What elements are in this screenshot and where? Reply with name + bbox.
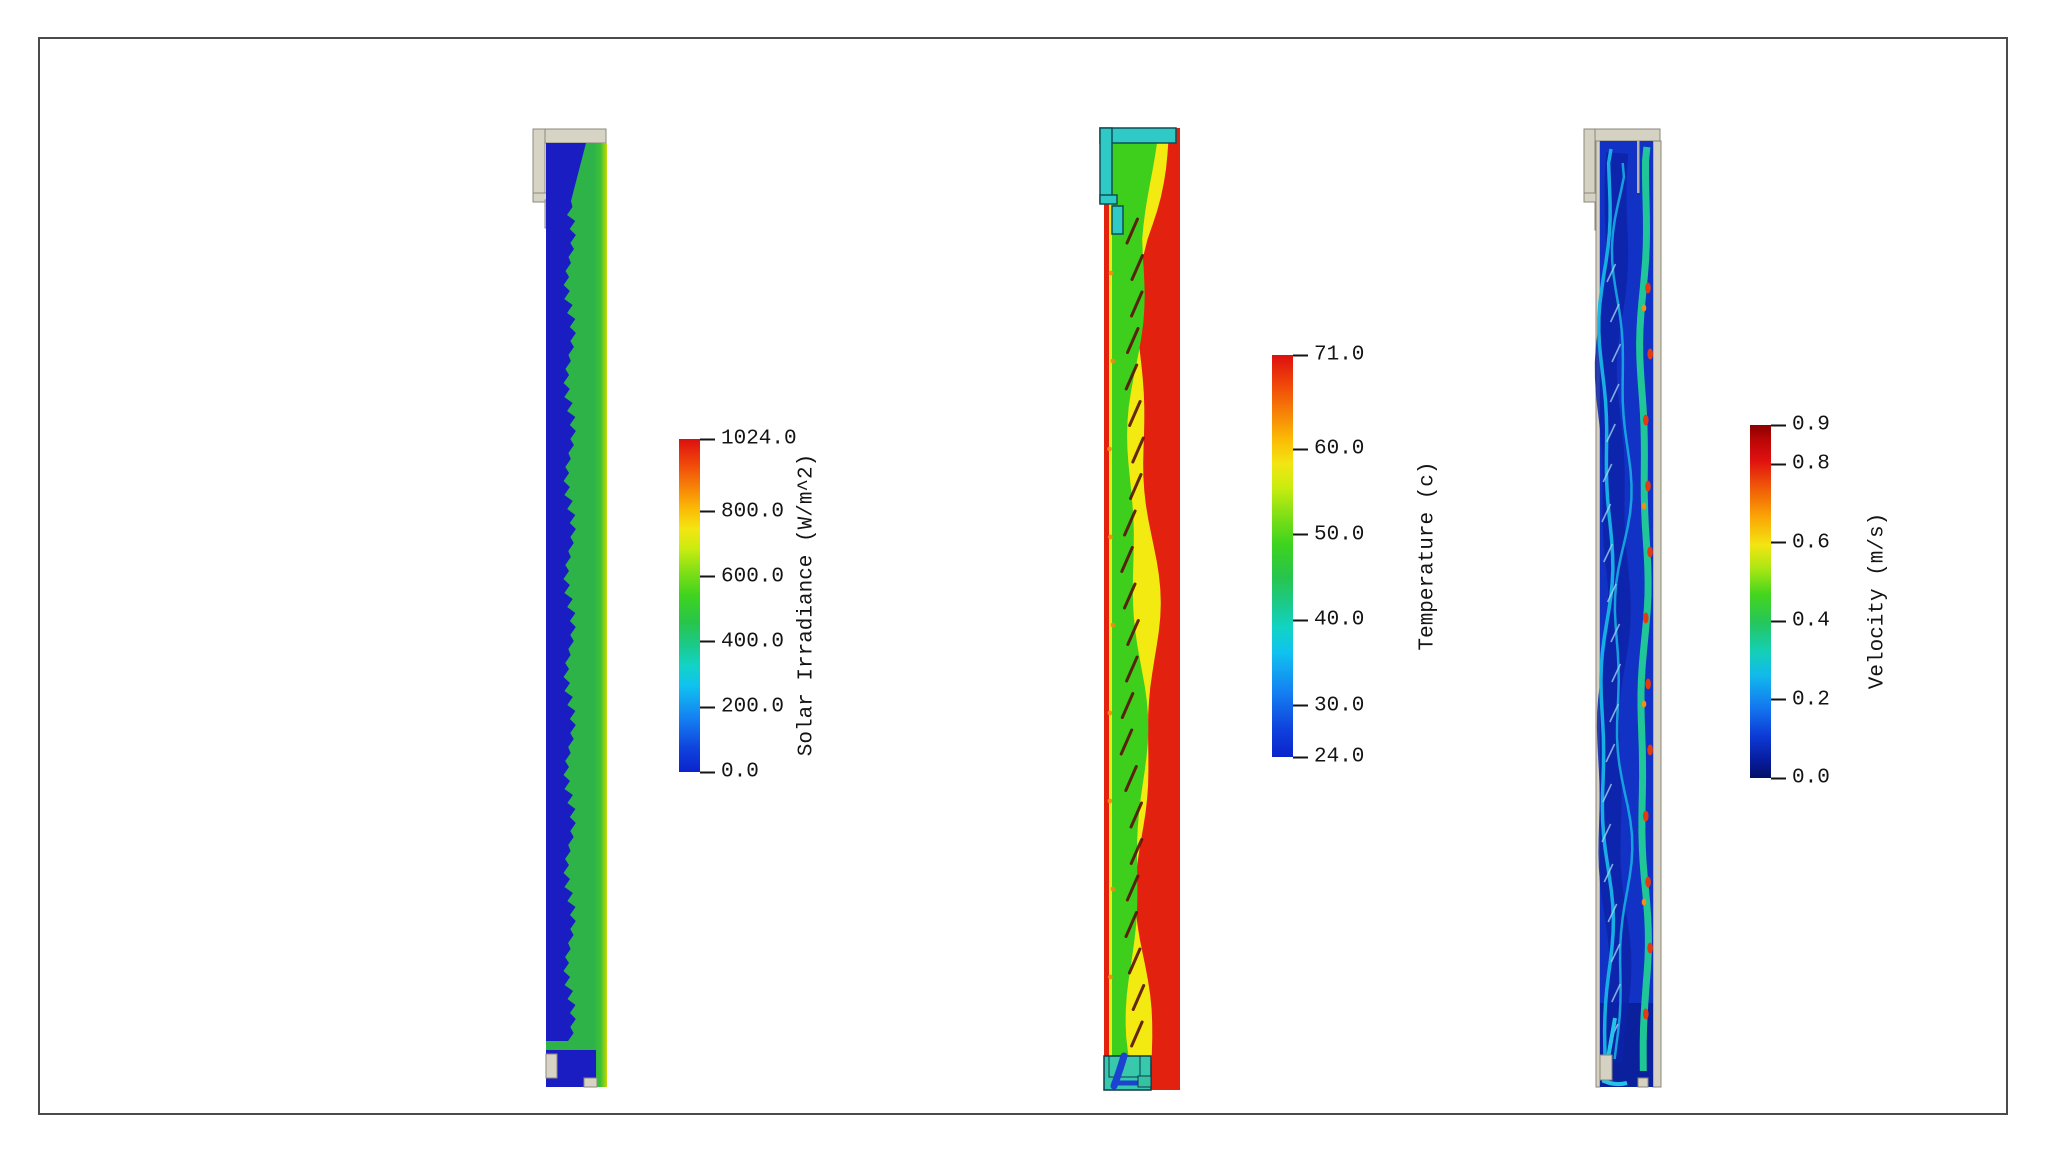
- core-flow-band: [1112, 141, 1158, 1066]
- tick-mark: [1293, 448, 1308, 451]
- fin-outline-chain: [1601, 263, 1622, 1043]
- colorbar-tick: 30.0: [1293, 694, 1364, 717]
- tick-mark: [1293, 756, 1308, 758]
- tick-mark: [700, 706, 715, 708]
- tick-label: 200.0: [721, 695, 785, 719]
- tick-mark: [1771, 698, 1786, 701]
- high-velocity-spots: [1641, 282, 1653, 1020]
- tick-label: 0.2: [1792, 688, 1830, 712]
- colorbar-tick: 0.6: [1771, 531, 1830, 554]
- inner-partition: [1637, 141, 1640, 193]
- tick-label: 0.9: [1792, 413, 1830, 437]
- colorbar-tick: 200.0: [700, 696, 784, 719]
- tick-label: 800.0: [721, 500, 785, 524]
- colorbar-tick: 0.0: [1771, 767, 1830, 790]
- temperature-panel: [1099, 127, 1180, 1091]
- colorbar-tick: 71.0: [1293, 344, 1364, 367]
- colorbar-tick: 50.0: [1293, 523, 1364, 546]
- colorbar-tick: 60.0: [1293, 438, 1364, 461]
- slow-core-streak: [1594, 152, 1632, 1064]
- cyan-stream: [1597, 148, 1616, 1074]
- tick-mark: [1771, 541, 1786, 544]
- colorbar-tick: 400.0: [700, 630, 784, 653]
- tick-mark: [1293, 619, 1308, 622]
- tick-label: 0.6: [1792, 531, 1830, 555]
- outlet-structure: [545, 1053, 598, 1088]
- velocity-colorbar: Velocity (m/s) 0.9 0.8 0.6 0.4 0.2 0.0: [1750, 414, 1980, 790]
- colorbar-title: Temperature (c): [1416, 461, 1440, 651]
- tick-label: 600.0: [721, 565, 785, 589]
- colorbar-gradient: [679, 439, 700, 772]
- temperature-field: [1104, 128, 1180, 1090]
- duct-walls: [1583, 128, 1662, 1088]
- colorbar-tick: 600.0: [700, 565, 784, 588]
- tick-label: 400.0: [721, 630, 785, 654]
- inlet-duct: [1099, 127, 1177, 235]
- outlet-box: [1103, 1052, 1152, 1091]
- tick-label: 24.0: [1314, 745, 1365, 769]
- tick-label: 0.8: [1792, 452, 1830, 476]
- tick-mark: [1771, 777, 1786, 779]
- outlet-jet-streak: [1601, 1017, 1628, 1087]
- tick-label: 30.0: [1314, 694, 1365, 718]
- colorbar-tick: 40.0: [1293, 609, 1364, 632]
- solar-irradiance-panel: [532, 128, 607, 1088]
- colorbar-gradient: [1272, 355, 1293, 757]
- tick-label: 40.0: [1314, 608, 1365, 632]
- tick-label: 71.0: [1314, 343, 1365, 367]
- tick-mark: [1771, 620, 1786, 623]
- colorbar-tick: 0.9: [1771, 414, 1830, 437]
- colorbar-tick: 0.2: [1771, 688, 1830, 711]
- colorbar-tick: 0.8: [1771, 453, 1830, 476]
- tick-label: 0.4: [1792, 609, 1830, 633]
- tick-mark: [700, 640, 715, 643]
- tick-mark: [1293, 704, 1308, 707]
- hot-speckles: [1107, 270, 1116, 980]
- teal-wall-stream: [1636, 146, 1652, 1072]
- velocity-field: [1594, 141, 1653, 1087]
- colorbar-title: Velocity (m/s): [1866, 512, 1890, 690]
- colorbar-gradient: [1750, 425, 1771, 778]
- velocity-panel: [1583, 128, 1662, 1088]
- figure-frame: [38, 37, 2008, 1115]
- tick-mark: [700, 438, 715, 440]
- shaded-cavity-region: [546, 143, 586, 1041]
- channel-contour: [546, 143, 607, 1087]
- tick-mark: [700, 771, 715, 773]
- tick-mark: [700, 575, 715, 578]
- tick-mark: [700, 510, 715, 513]
- absorber-fins: [1119, 217, 1146, 1048]
- solar-irradiance-colorbar: Solar Irradiance (W/m^2) 1024.0 800.0 600.…: [679, 428, 909, 784]
- outlet-blocks: [1599, 1054, 1649, 1088]
- tick-mark: [1771, 463, 1786, 466]
- colorbar-tick: 0.4: [1771, 610, 1830, 633]
- tick-mark: [1293, 533, 1308, 536]
- tick-mark: [1771, 424, 1786, 426]
- tick-label: 60.0: [1314, 437, 1365, 461]
- tick-label: 1024.0: [721, 427, 797, 451]
- cyan-stream: [1610, 162, 1634, 1060]
- colorbar-title: Solar Irradiance (W/m^2): [795, 453, 819, 757]
- colorbar-tick: 800.0: [700, 500, 784, 523]
- tick-label: 0.0: [721, 760, 759, 784]
- colorbar-tick: 1024.0: [700, 428, 797, 451]
- tick-label: 0.0: [1792, 766, 1830, 790]
- colorbar-tick: 0.0: [700, 761, 759, 784]
- tick-label: 50.0: [1314, 523, 1365, 547]
- temperature-colorbar: Temperature (c) 71.0 60.0 50.0 40.0 30.0 24.0: [1272, 344, 1502, 769]
- colorbar-tick: 24.0: [1293, 746, 1364, 769]
- inlet-structure: [532, 128, 607, 229]
- tick-mark: [1293, 354, 1308, 356]
